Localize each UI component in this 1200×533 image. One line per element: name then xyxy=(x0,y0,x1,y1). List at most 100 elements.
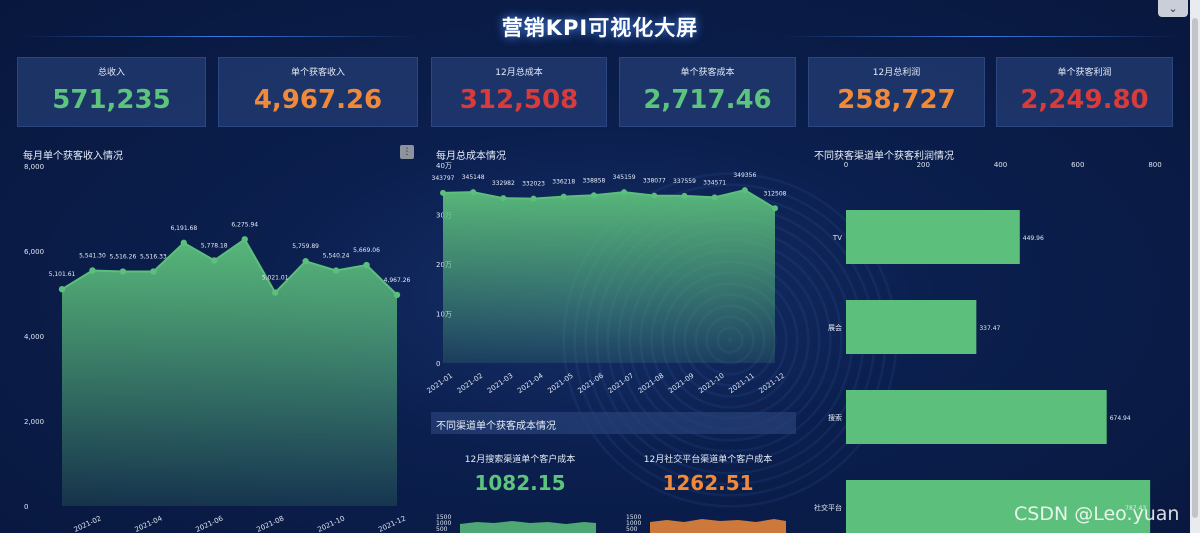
data-label: 349356 xyxy=(733,172,756,179)
x-tick-label: 400 xyxy=(994,161,1007,169)
data-point xyxy=(621,189,628,196)
x-tick-label: 800 xyxy=(1148,161,1161,169)
data-label: 345159 xyxy=(613,174,636,181)
kpi-value: 312,508 xyxy=(459,85,579,115)
series-area xyxy=(62,239,397,506)
x-tick-label: 2021-06 xyxy=(194,514,224,533)
kpi-label: 总收入 xyxy=(97,68,125,78)
data-label: 6,275.94 xyxy=(231,221,258,228)
category-label: 展会 xyxy=(828,323,842,332)
social-cost-value: 1262.51 xyxy=(662,471,754,495)
x-tick-label: 200 xyxy=(917,161,930,169)
y-tick-label: 6,000 xyxy=(24,248,44,256)
bar xyxy=(846,390,1107,444)
profit-bar-chart: 0 200 400 600 800 TV 449.96 展会 337.47 搜索 674.94 社交平… xyxy=(814,161,1162,533)
data-label: 5,021.01 xyxy=(262,275,289,282)
data-point xyxy=(180,239,188,247)
search-cost-sparkline: 1500 1000 500 xyxy=(436,514,596,533)
data-point xyxy=(393,291,401,299)
data-label: 312508 xyxy=(764,190,787,197)
bar xyxy=(846,300,977,354)
x-tick-label: 600 xyxy=(1071,161,1084,169)
x-tick-label: 2021-01 xyxy=(426,372,455,395)
x-tick-label: 2021-12 xyxy=(377,514,407,533)
x-tick-label: 2021-03 xyxy=(486,372,515,395)
data-point xyxy=(211,257,218,264)
data-point xyxy=(302,258,309,265)
kpi-label: 单个获客收入 xyxy=(290,68,345,78)
cost-area-chart: 010万20万30万40万343797345148332982332023336… xyxy=(426,162,787,395)
search-cost-label: 12月搜索渠道单个客户成本 xyxy=(464,455,576,465)
x-tick-label: 2021-09 xyxy=(667,372,696,395)
data-label: 5,541.30 xyxy=(79,252,106,259)
data-label: 343797 xyxy=(432,175,455,182)
kpi-label: 单个获客利润 xyxy=(1057,68,1112,78)
data-label: 449.96 xyxy=(1023,235,1044,242)
x-tick-label: 2021-02 xyxy=(73,514,103,533)
x-tick-label: 2021-12 xyxy=(758,372,787,395)
data-point xyxy=(332,267,340,274)
data-label: 332982 xyxy=(492,180,515,187)
kpi-card-total-revenue: 总收入 571,235 xyxy=(17,57,206,127)
data-label: 345148 xyxy=(462,174,485,181)
data-point xyxy=(119,268,127,275)
data-point xyxy=(241,236,248,243)
data-label: 4,967.26 xyxy=(384,277,411,284)
category-label: TV xyxy=(832,234,842,242)
data-point xyxy=(711,194,718,201)
kpi-value: 571,235 xyxy=(52,85,171,115)
bar xyxy=(846,210,1020,264)
data-point xyxy=(560,193,567,200)
profit-chart-title: 不同获客渠道单个获客利润情况 xyxy=(814,151,954,162)
category-label: 社交平台 xyxy=(814,503,842,512)
revenue-area-chart: 0 2,000 4,000 6,000 8,000 5,101.61 5,541.30 5,5… xyxy=(24,163,411,533)
x-tick-label: 2021-02 xyxy=(456,372,485,395)
data-label: 336218 xyxy=(552,179,575,186)
social-cost-label: 12月社交平台渠道单个客户成本 xyxy=(643,455,773,465)
data-label: 6,191.68 xyxy=(170,225,197,232)
social-cost-sparkline: 1500 1000 500 xyxy=(626,514,786,533)
series-line xyxy=(442,188,776,210)
mini-axis-label: 1500 xyxy=(626,514,641,521)
data-point xyxy=(500,195,507,202)
kpi-label: 12月总利润 xyxy=(872,68,921,78)
header: 营销KPI可视化大屏 xyxy=(0,0,1200,48)
sparkline-area xyxy=(460,521,596,533)
x-tick-label: 2021-04 xyxy=(134,514,164,533)
y-tick-label: 40万 xyxy=(436,162,452,170)
kpi-value: 4,967.26 xyxy=(253,85,383,115)
data-label: 5,669.06 xyxy=(353,247,380,254)
data-label: 5,101.61 xyxy=(49,271,76,278)
x-tick-label: 2021-06 xyxy=(576,371,605,395)
data-point xyxy=(530,195,537,202)
data-label: 5,516.26 xyxy=(110,254,137,261)
mini-axis-label: 1000 xyxy=(436,520,451,527)
data-label: 338077 xyxy=(643,178,666,185)
data-point xyxy=(470,189,477,196)
mini-axis-label: 500 xyxy=(626,526,638,533)
category-label: 搜索 xyxy=(828,413,842,422)
search-cost-value: 1082.15 xyxy=(474,471,566,495)
data-label: 338858 xyxy=(582,177,605,184)
data-point xyxy=(772,205,778,212)
scrollbar-thumb[interactable] xyxy=(1192,18,1198,518)
sparkline-area xyxy=(650,519,786,533)
data-label: 5,540.24 xyxy=(323,253,350,260)
data-point xyxy=(363,261,370,269)
y-tick-label: 8,000 xyxy=(24,163,44,171)
data-label: 5,516.33 xyxy=(140,254,167,261)
kpi-label: 12月总成本 xyxy=(495,68,543,78)
cost-chart-title: 每月总成本情况 xyxy=(436,151,506,162)
x-tick-label: 0 xyxy=(844,161,848,169)
data-point xyxy=(741,187,748,194)
menu-icon[interactable]: ⋮ xyxy=(400,145,414,159)
data-label: 5,778.18 xyxy=(201,242,228,249)
y-tick-label: 4,000 xyxy=(24,333,44,341)
chevron-down-icon[interactable]: ⌄ xyxy=(1158,0,1188,17)
data-point xyxy=(271,289,279,296)
channel-cost-title: 不同渠道单个获客成本情况 xyxy=(436,421,556,432)
data-point xyxy=(681,192,688,199)
page-title: 营销KPI可视化大屏 xyxy=(501,16,699,40)
header-line-right xyxy=(780,36,1180,37)
series-area xyxy=(443,190,775,363)
